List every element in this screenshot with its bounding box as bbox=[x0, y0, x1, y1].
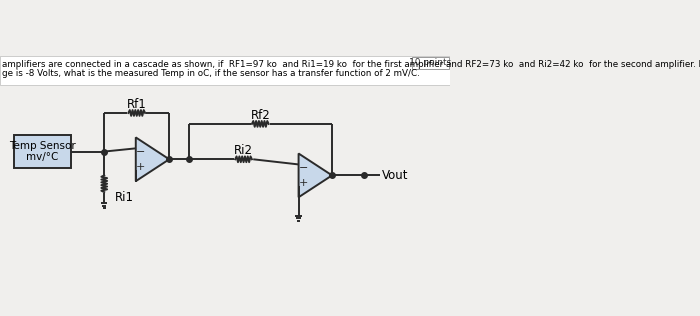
Polygon shape bbox=[299, 154, 332, 197]
Text: Temp Sensor
mv/°C: Temp Sensor mv/°C bbox=[9, 141, 76, 162]
Text: amplifiers are connected in a cascade as shown, if  RF1=97 ko  and Ri1=19 ko  fo: amplifiers are connected in a cascade as… bbox=[2, 59, 700, 69]
Text: −: − bbox=[136, 147, 146, 157]
Text: Ri2: Ri2 bbox=[234, 144, 253, 157]
Text: Rf2: Rf2 bbox=[251, 109, 270, 122]
Text: Rf1: Rf1 bbox=[127, 98, 146, 111]
Text: 10 points: 10 points bbox=[410, 58, 452, 67]
Text: +: + bbox=[299, 178, 309, 188]
Text: −: − bbox=[299, 163, 309, 173]
Bar bbox=[14, 135, 71, 168]
Text: ge is -8 Volts, what is the measured Temp in oC, if the sensor has a transfer fu: ge is -8 Volts, what is the measured Tem… bbox=[2, 69, 420, 77]
Polygon shape bbox=[136, 137, 169, 181]
Bar bbox=[412, 57, 449, 69]
Bar bbox=[0, 56, 450, 85]
Text: Vout: Vout bbox=[382, 169, 408, 182]
Text: +: + bbox=[136, 161, 146, 172]
Text: Ri1: Ri1 bbox=[115, 191, 134, 204]
